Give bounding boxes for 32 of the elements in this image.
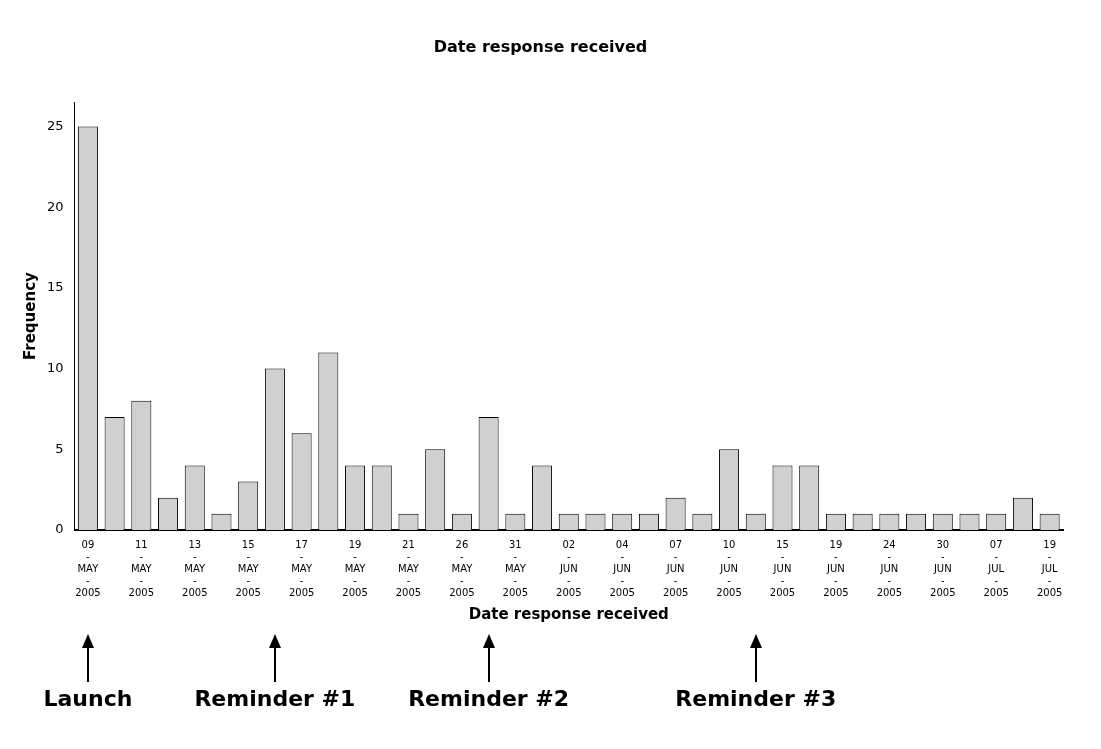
- x-tick-label: 07-JUN-2005: [662, 538, 689, 598]
- text: Reminder #2: [407, 686, 571, 711]
- x-tick-label: 19-JUN-2005: [823, 538, 849, 598]
- text: Reminder #3: [674, 686, 838, 711]
- x-tick-label: 24-JUN-2005: [876, 538, 903, 598]
- x-tick-label: 19-MAY-2005: [342, 538, 368, 598]
- x-tick-label: 15-JUN-2005: [769, 538, 796, 598]
- x-tick-label: 21-MAY-2005: [395, 538, 422, 598]
- x-tick-label: 17-MAY-2005: [288, 538, 315, 598]
- x-tick-label: 07-JUL-2005: [983, 538, 1009, 598]
- y-tick-label: 5: [55, 440, 64, 456]
- y-axis-title: Frequency: [20, 271, 39, 360]
- x-tick-label: 02-JUN-2005: [556, 538, 582, 598]
- y-tick-label: 0: [55, 521, 64, 537]
- text: Reminder #1: [193, 686, 357, 711]
- x-tick-label: 13-MAY-2005: [182, 538, 208, 598]
- x-tick-label: 11-MAY-2005: [128, 538, 155, 598]
- x-tick-label: 30-JUN-2005: [930, 538, 956, 598]
- y-tick-label: 20: [47, 198, 64, 214]
- chart-title: Date response received: [433, 36, 648, 56]
- x-tick-label: 09-MAY-2005: [75, 538, 101, 598]
- y-tick-label: 10: [47, 359, 64, 375]
- x-tick-label: 10-JUN-2005: [716, 538, 742, 598]
- x-tick-label: 19-JUL-2005: [1036, 538, 1063, 598]
- x-tick-label: 04-JUN-2005: [609, 538, 635, 598]
- y-tick-label: 25: [47, 117, 64, 133]
- x-tick-label: 26-MAY-2005: [449, 538, 475, 598]
- x-tick-label: 15-MAY-2005: [235, 538, 261, 598]
- y-tick-label: 15: [47, 279, 64, 295]
- text: Launch: [42, 686, 134, 711]
- x-tick-label: 31-MAY-2005: [502, 538, 529, 598]
- x-axis-title: Date response received: [468, 604, 669, 623]
